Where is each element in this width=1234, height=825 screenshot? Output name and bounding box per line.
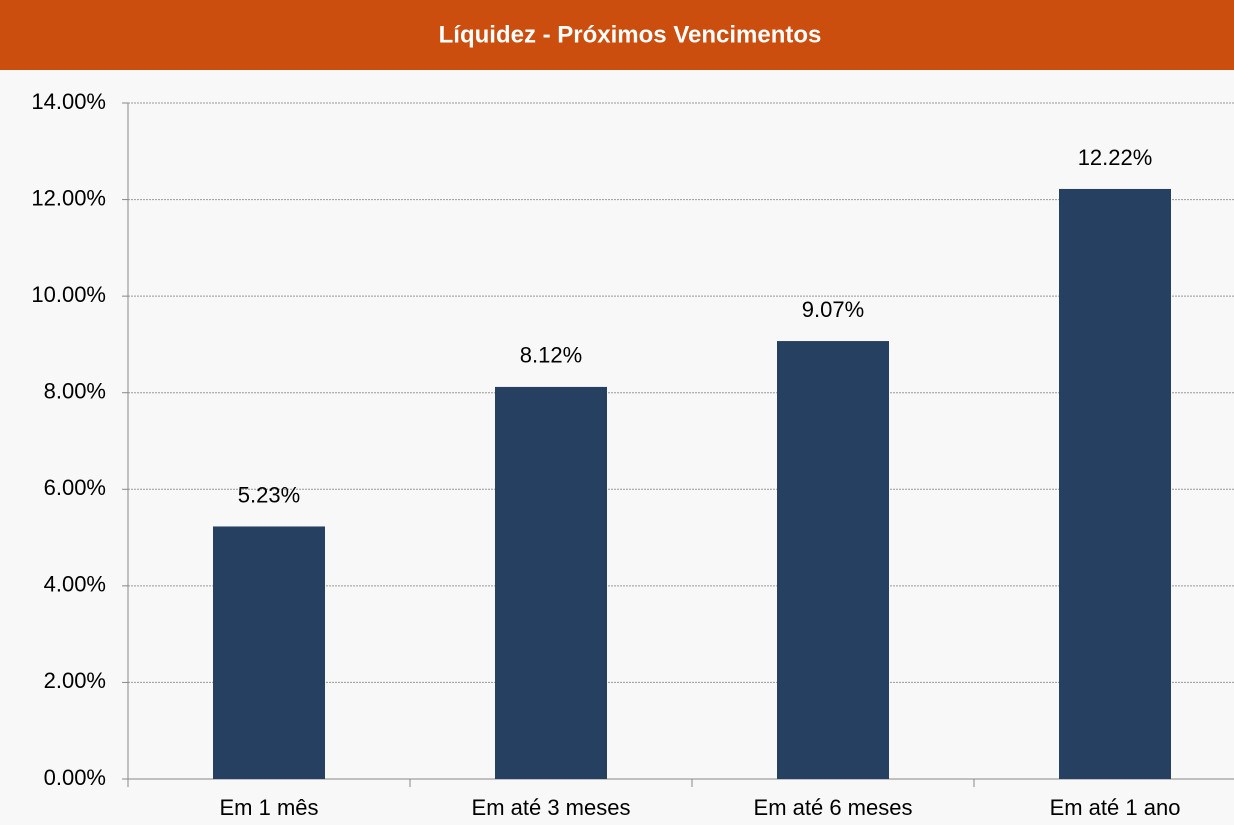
x-tick-label: Em até 1 ano — [1050, 795, 1181, 820]
x-tick-label: Em 1 mês — [219, 795, 318, 820]
y-tick-label: 12.00% — [31, 185, 106, 210]
chart-title: Líquidez - Próximos Vencimentos — [439, 21, 822, 48]
data-label: 12.22% — [1078, 145, 1153, 170]
bar — [495, 386, 607, 779]
data-label: 5.23% — [238, 482, 300, 507]
y-tick-label: 6.00% — [44, 475, 106, 500]
y-tick-label: 14.00% — [31, 89, 106, 114]
bar — [213, 526, 325, 779]
data-label: 8.12% — [520, 343, 582, 368]
y-tick-label: 0.00% — [44, 765, 106, 790]
y-tick-label: 2.00% — [44, 668, 106, 693]
y-tick-label: 8.00% — [44, 379, 106, 404]
bar — [777, 341, 889, 779]
y-tick-label: 4.00% — [44, 572, 106, 597]
y-tick-label: 10.00% — [31, 282, 106, 307]
x-tick-label: Em até 6 meses — [754, 795, 913, 820]
bar — [1059, 188, 1171, 779]
title-bar — [0, 0, 1234, 70]
x-tick-label: Em até 3 meses — [472, 795, 631, 820]
data-label: 9.07% — [802, 297, 864, 322]
